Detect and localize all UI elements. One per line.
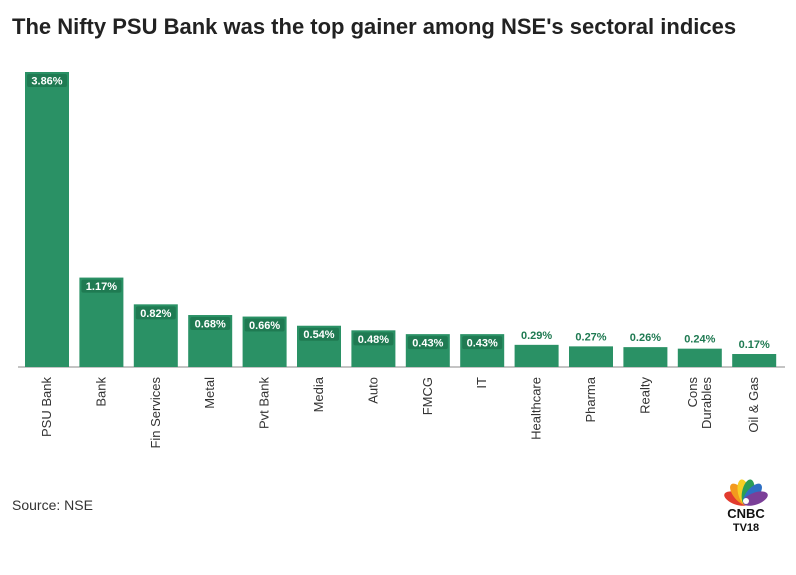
chart-title: The Nifty PSU Bank was the top gainer am…	[12, 14, 737, 39]
x-tick-label-12: ConsDurables	[685, 377, 714, 430]
value-label-12: 0.24%	[684, 334, 715, 346]
value-label-1: 1.17%	[86, 281, 117, 293]
value-label-8: 0.43%	[467, 338, 498, 350]
x-tick-label-8: IT	[474, 377, 489, 389]
value-label-5: 0.54%	[303, 329, 334, 341]
value-label-box-3	[190, 317, 231, 331]
value-label-10: 0.27%	[575, 331, 606, 343]
bar-13	[732, 354, 777, 367]
x-tick-label-4: Pvt Bank	[257, 377, 272, 430]
value-label-box-1	[81, 279, 122, 293]
value-label-9: 0.29%	[521, 330, 552, 342]
value-label-13: 0.17%	[739, 339, 770, 351]
x-tick-label-9: Healthcare	[529, 377, 544, 440]
bar-12	[677, 348, 722, 367]
x-tick-label-6: Auto	[365, 377, 380, 404]
x-tick-label-0: PSU Bank	[39, 377, 54, 437]
x-tick-label-11: Realty	[637, 377, 652, 414]
bar-0	[25, 72, 69, 367]
value-label-box-8	[462, 336, 503, 350]
value-label-box-7	[407, 336, 448, 350]
x-tick-label-13: Oil & Gas	[746, 377, 761, 433]
x-tick-label-5: Media	[311, 376, 326, 412]
source-note: Source: NSE	[12, 497, 93, 513]
value-labels-group: 3.86% 1.17% 0.82% 0.68% 0.66% 0.54% 0.48% 0.43%…	[27, 74, 770, 351]
value-label-box-6	[353, 332, 394, 346]
value-label-7: 0.43%	[412, 338, 443, 350]
value-label-box-2	[135, 306, 176, 320]
bar-chart: 3.86% 1.17% 0.82% 0.68% 0.66% 0.54% 0.48% 0.43%…	[18, 72, 785, 449]
x-tick-label-2: Fin Services	[148, 377, 163, 449]
bar-11	[623, 347, 668, 367]
logo-text-tv18: TV18	[733, 522, 759, 534]
value-label-6: 0.48%	[358, 334, 389, 346]
value-label-3: 0.68%	[195, 319, 226, 331]
value-label-4: 0.66%	[249, 320, 280, 332]
value-label-box-0	[27, 74, 67, 87]
bar-9	[514, 344, 559, 367]
x-tick-label-10: Pharma	[583, 376, 598, 422]
x-tick-labels-group: PSU Bank Bank Fin Services Metal Pvt Bank Med…	[39, 376, 761, 448]
x-tick-label-3: Metal	[202, 377, 217, 409]
value-label-11: 0.26%	[630, 332, 661, 344]
x-tick-label-7: FMCG	[420, 377, 435, 415]
logo-text-cnbc: CNBC	[727, 506, 765, 521]
value-label-0: 3.86%	[31, 76, 62, 88]
x-tick-label-1: Bank	[93, 377, 108, 407]
value-label-box-5	[299, 327, 339, 341]
value-label-2: 0.82%	[140, 308, 171, 320]
bars-group	[25, 72, 777, 367]
peacock-icon	[724, 479, 768, 506]
cnbc-tv18-logo: CNBC TV18	[724, 479, 768, 534]
value-label-box-4	[244, 318, 285, 332]
bar-10	[569, 346, 613, 367]
